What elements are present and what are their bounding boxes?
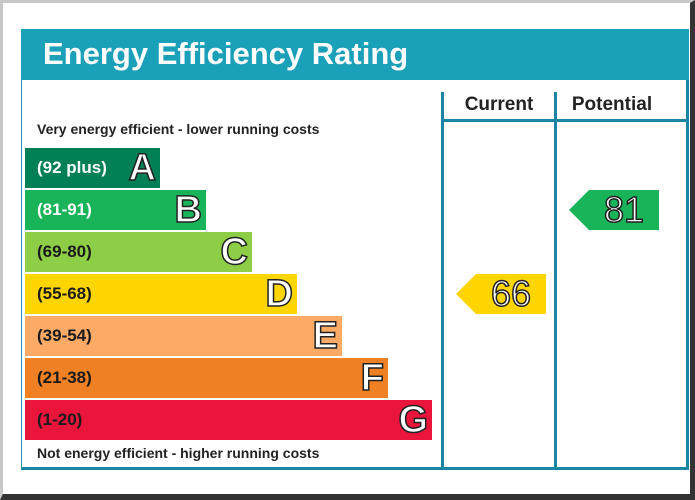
band-range-label: (21-38) (37, 368, 92, 387)
band-range-label: (55-68) (37, 284, 92, 303)
band-letter-label: B (174, 188, 203, 232)
current-arrow-shape (456, 274, 546, 314)
band-c: (69-80) C (25, 230, 252, 274)
band-range-label: (39-54) (37, 326, 92, 345)
band-letter-label: E (312, 314, 339, 358)
chart-box (21, 80, 689, 470)
potential-rating-value: 81 (603, 189, 645, 231)
column-header-rule (441, 119, 689, 122)
band-a: (92 plus) A (25, 146, 160, 190)
band-b: (81-91) B (25, 188, 206, 232)
band-letter-label: C (220, 230, 249, 274)
band-letter-label: F (360, 356, 385, 400)
band-letter-label: D (265, 272, 294, 316)
band-range-label: (81-91) (37, 200, 92, 219)
band-e: (39-54) E (25, 314, 342, 358)
bottom-caption: Not energy efficient - higher running co… (37, 445, 320, 461)
current-rating-arrow: 66 (456, 273, 546, 315)
potential-arrow-shape (569, 190, 659, 230)
potential-column-header: Potential (571, 94, 653, 115)
band-f: (21-38) F (25, 356, 388, 400)
band-g: (1-20) G (25, 398, 432, 442)
title-bar: Energy Efficiency Rating (21, 29, 689, 80)
chart-title: Energy Efficiency Rating (43, 36, 409, 71)
band-range-label: (1-20) (37, 410, 83, 429)
current-rating-value: 66 (490, 273, 532, 315)
band-letter-label: G (398, 398, 429, 442)
band-letter-label: A (128, 146, 157, 190)
potential-rating-arrow: 81 (569, 189, 659, 231)
current-column-header: Current (464, 94, 534, 115)
top-caption: Very energy efficient - lower running co… (37, 121, 320, 137)
current-column-left-rule (441, 92, 444, 470)
band-range-label: (69-80) (37, 242, 92, 261)
band-range-label: (92 plus) (37, 158, 107, 177)
band-d: (55-68) D (25, 272, 297, 316)
current-column-right-rule (554, 92, 557, 470)
